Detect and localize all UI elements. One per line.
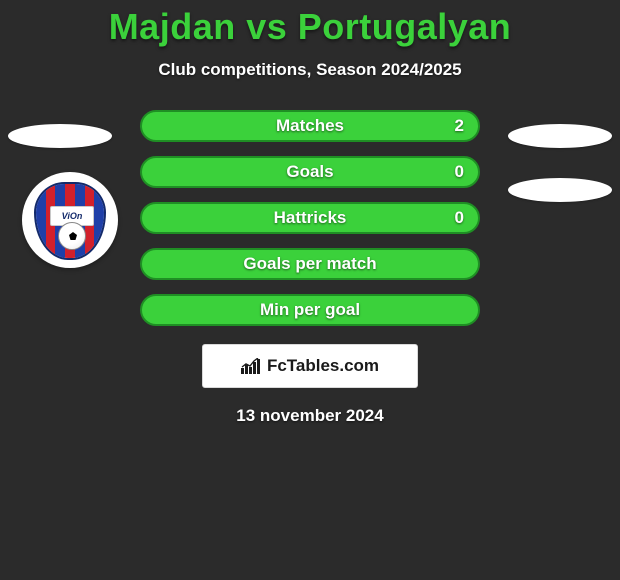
stat-right-value: 0	[455, 162, 464, 182]
stat-label: Goals	[286, 162, 333, 182]
club-badge-shield: ViOn	[34, 182, 106, 260]
right-player-oval-2	[508, 178, 612, 202]
stat-label: Goals per match	[243, 254, 376, 274]
stat-row-matches: Matches 2	[140, 110, 480, 142]
stat-row-goals-per-match: Goals per match	[140, 248, 480, 280]
stat-label: Hattricks	[274, 208, 347, 228]
stat-row-min-per-goal: Min per goal	[140, 294, 480, 326]
stat-right-value: 0	[455, 208, 464, 228]
right-player-oval-1	[508, 124, 612, 148]
page-title: Majdan vs Portugalyan	[0, 6, 620, 48]
stat-label: Matches	[276, 116, 344, 136]
left-player-oval-1	[8, 124, 112, 148]
branding-text: FcTables.com	[267, 356, 379, 376]
club-badge: ViOn	[22, 172, 118, 268]
badge-stripe	[36, 184, 46, 258]
bar-chart-icon	[241, 358, 261, 374]
branding-box[interactable]: FcTables.com	[202, 344, 418, 388]
stat-row-goals: Goals 0	[140, 156, 480, 188]
badge-stripe	[94, 184, 104, 258]
stat-right-value: 2	[455, 116, 464, 136]
stats-card: Majdan vs Portugalyan Club competitions,…	[0, 0, 620, 580]
subtitle: Club competitions, Season 2024/2025	[0, 60, 620, 80]
soccer-ball-icon	[58, 222, 86, 250]
stat-label: Min per goal	[260, 300, 360, 320]
date-text: 13 november 2024	[0, 406, 620, 426]
stat-row-hattricks: Hattricks 0	[140, 202, 480, 234]
